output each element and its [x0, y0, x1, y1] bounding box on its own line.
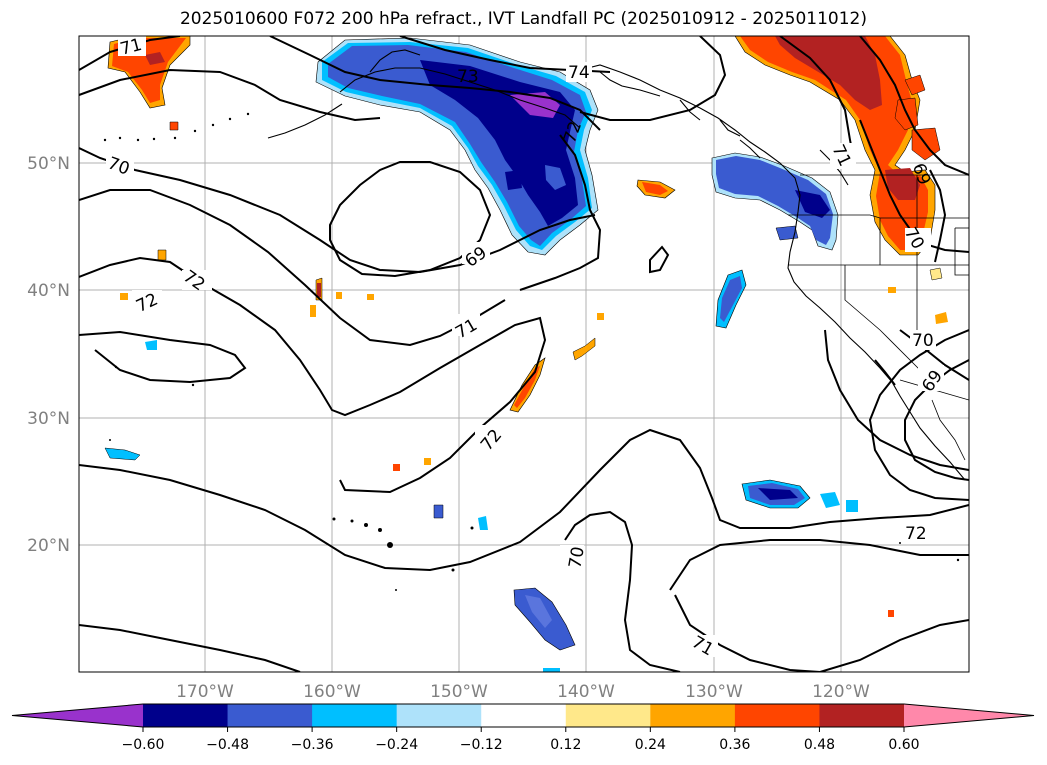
lon-label: 130°W [685, 682, 743, 702]
map-panel: 71 74 73 72 70 72 69 71 72 70 71 69 70 [79, 35, 969, 672]
lon-label: 160°W [303, 682, 361, 702]
figure-title: 2025010600 F072 200 hPa refract., IVT La… [179, 9, 867, 29]
borders [788, 174, 969, 461]
coastlines [267, 49, 966, 481]
negative-anomaly-alaska [315, 37, 599, 256]
colorbar-tick-label: −0.36 [291, 737, 334, 753]
lon-label: 150°W [430, 682, 488, 702]
colorbar-segment [396, 704, 482, 727]
colorbar-extend-high [904, 704, 1034, 727]
positive-anomaly-misc [120, 179, 948, 617]
colorbar-tick-label: −0.24 [375, 737, 418, 753]
contour-label-72-se: 72 [905, 524, 927, 544]
colorbar-tick-label: 0.12 [550, 737, 581, 753]
colorbar-segment [819, 704, 905, 727]
colorbar-tick-label: −0.60 [122, 737, 165, 753]
contour-label: 70 [565, 545, 588, 570]
colorbar-tick-label: 0.60 [888, 737, 919, 753]
lon-label: 170°W [176, 682, 234, 702]
colorbar-segment [734, 704, 820, 727]
latitude-labels: 50°N 40°N 30°N 20°N [27, 154, 70, 556]
colorbar-tick-label: −0.48 [206, 737, 249, 753]
colorbar-tick-label: 0.36 [719, 737, 750, 753]
lat-label: 40°N [27, 281, 70, 301]
colorbar: −0.60 −0.48 −0.36 −0.24 −0.12 0.12 0.24 0.36 0.4… [11, 703, 1035, 753]
colorbar-tick-label: 0.48 [804, 737, 835, 753]
colorbar-segment [565, 704, 651, 727]
contour-label: 74 [568, 63, 590, 83]
lat-label: 50°N [27, 154, 70, 174]
negative-anomaly-pnw [711, 152, 839, 329]
contour-label: 70 [912, 331, 934, 351]
colorbar-extend-low [12, 704, 143, 727]
lat-label: 30°N [27, 409, 70, 429]
contour-label: 71 [118, 35, 144, 60]
lon-label: 120°W [812, 682, 870, 702]
colorbar-tick-label: 0.24 [635, 737, 666, 753]
lat-label: 20°N [27, 536, 70, 556]
map-frame [78, 35, 970, 673]
colorbar-segment [481, 704, 567, 727]
colorbar-segment [312, 704, 398, 727]
contour-label: 73 [457, 67, 479, 87]
longitude-labels: 170°W 160°W 150°W 140°W 130°W 120°W [176, 682, 870, 702]
negative-anomaly-subtropics [104, 340, 858, 672]
lon-label: 140°W [557, 682, 615, 702]
colorbar-segment [650, 704, 736, 727]
colorbar-segment [143, 704, 229, 727]
colorbar-segment [227, 704, 313, 727]
colorbar-tick-label: −0.12 [460, 737, 503, 753]
